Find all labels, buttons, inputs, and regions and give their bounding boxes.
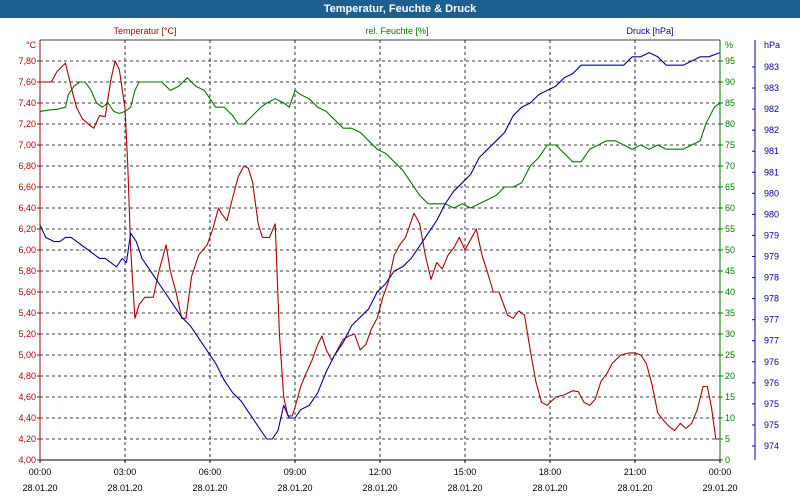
humidity-tick-label: 40 <box>725 287 735 297</box>
humidity-tick-label: 0 <box>725 455 730 465</box>
temperature-unit-label: °C <box>26 40 37 50</box>
pressure-tick-label: 976 <box>764 378 779 388</box>
pressure-tick-label: 980 <box>764 188 779 198</box>
chart-title: Temperatur, Feuchte & Druck <box>0 0 800 18</box>
pressure-tick-label: 974 <box>764 441 779 451</box>
x-tick-date-label: 28.01.20 <box>22 483 57 493</box>
x-tick-date-label: 28.01.20 <box>192 483 227 493</box>
humidity-tick-label: 30 <box>725 329 735 339</box>
humidity-tick-label: 35 <box>725 308 735 318</box>
tick-labels: 4,00 4,20 4,40 4,60 4,80 5,00 5,20 5,40 5,60 5,80… <box>18 26 780 493</box>
x-tick-time-label: 09:00 <box>284 467 307 477</box>
temperature-tick-label: 7,60 <box>18 77 36 87</box>
humidity-tick-label: 45 <box>725 266 735 276</box>
temperature-tick-label: 4,20 <box>18 434 36 444</box>
humidity-tick-label: 55 <box>725 224 735 234</box>
pressure-tick-label: 982 <box>764 104 779 114</box>
humidity-tick-label: 70 <box>725 161 735 171</box>
x-tick-date-label: 28.01.20 <box>617 483 652 493</box>
temperature-tick-label: 5,80 <box>18 266 36 276</box>
humidity-tick-label: 60 <box>725 203 735 213</box>
temperature-tick-label: 6,20 <box>18 224 36 234</box>
pressure-tick-label: 977 <box>764 336 779 346</box>
temperature-tick-label: 4,00 <box>18 455 36 465</box>
temperature-tick-label: 4,80 <box>18 371 36 381</box>
humidity-axis-title: rel. Feuchte [%] <box>365 26 428 36</box>
pressure-tick-label: 975 <box>764 420 779 430</box>
humidity-tick-label: 10 <box>725 413 735 423</box>
pressure-tick-label: 983 <box>764 62 779 72</box>
x-tick-date-label: 28.01.20 <box>107 483 142 493</box>
humidity-series-line <box>39 77 721 209</box>
x-tick-time-label: 12:00 <box>369 467 392 477</box>
temperature-axis-title: Temperatur [°C] <box>113 26 176 36</box>
grid <box>40 40 720 460</box>
temperature-tick-label: 4,40 <box>18 413 36 423</box>
x-tick-time-label: 15:00 <box>454 467 477 477</box>
pressure-tick-label: 978 <box>764 273 779 283</box>
humidity-tick-label: 65 <box>725 182 735 192</box>
x-tick-time-label: 03:00 <box>114 467 137 477</box>
humidity-tick-label: 50 <box>725 245 735 255</box>
temperature-tick-label: 6,80 <box>18 161 36 171</box>
humidity-tick-label: 85 <box>725 98 735 108</box>
pressure-series-line <box>39 52 721 440</box>
axes <box>37 39 756 463</box>
humidity-tick-label: 95 <box>725 56 735 66</box>
humidity-unit-label: % <box>725 40 733 50</box>
x-tick-date-label: 28.01.20 <box>532 483 567 493</box>
x-tick-time-label: 21:00 <box>624 467 647 477</box>
x-tick-time-label: 06:00 <box>199 467 222 477</box>
humidity-tick-label: 75 <box>725 140 735 150</box>
temperature-tick-label: 5,60 <box>18 287 36 297</box>
pressure-tick-label: 982 <box>764 125 779 135</box>
temperature-tick-label: 5,40 <box>18 308 36 318</box>
pressure-tick-label: 979 <box>764 230 779 240</box>
humidity-tick-label: 15 <box>725 392 735 402</box>
x-tick-date-label: 29.01.20 <box>702 483 737 493</box>
x-tick-date-label: 28.01.20 <box>277 483 312 493</box>
temperature-tick-label: 7,40 <box>18 98 36 108</box>
temperature-tick-label: 6,40 <box>18 203 36 213</box>
pressure-tick-label: 981 <box>764 146 779 156</box>
temperature-tick-label: 5,20 <box>18 329 36 339</box>
pressure-tick-label: 979 <box>764 252 779 262</box>
x-tick-time-label: 00:00 <box>709 467 732 477</box>
temperature-series-line <box>40 60 720 440</box>
temperature-tick-label: 7,20 <box>18 119 36 129</box>
pressure-unit-label: hPa <box>764 40 780 50</box>
x-tick-time-label: 18:00 <box>539 467 562 477</box>
series-lines <box>39 52 721 440</box>
x-tick-time-label: 00:00 <box>29 467 52 477</box>
pressure-tick-label: 976 <box>764 357 779 367</box>
pressure-tick-label: 981 <box>764 167 779 177</box>
humidity-tick-label: 5 <box>725 434 730 444</box>
pressure-axis-title: Druck [hPa] <box>626 26 673 36</box>
temperature-tick-label: 6,00 <box>18 245 36 255</box>
humidity-tick-label: 25 <box>725 350 735 360</box>
temperature-tick-label: 7,00 <box>18 140 36 150</box>
pressure-tick-label: 977 <box>764 315 779 325</box>
temperature-tick-label: 4,60 <box>18 392 36 402</box>
x-tick-date-label: 28.01.20 <box>362 483 397 493</box>
temperature-tick-label: 5,00 <box>18 350 36 360</box>
humidity-tick-label: 80 <box>725 119 735 129</box>
pressure-tick-label: 980 <box>764 209 779 219</box>
x-tick-date-label: 28.01.20 <box>447 483 482 493</box>
pressure-tick-label: 983 <box>764 83 779 93</box>
temperature-tick-label: 6,60 <box>18 182 36 192</box>
temperature-tick-label: 7,80 <box>18 56 36 66</box>
pressure-tick-label: 975 <box>764 399 779 409</box>
humidity-tick-label: 90 <box>725 77 735 87</box>
pressure-tick-label: 978 <box>764 294 779 304</box>
humidity-tick-label: 20 <box>725 371 735 381</box>
